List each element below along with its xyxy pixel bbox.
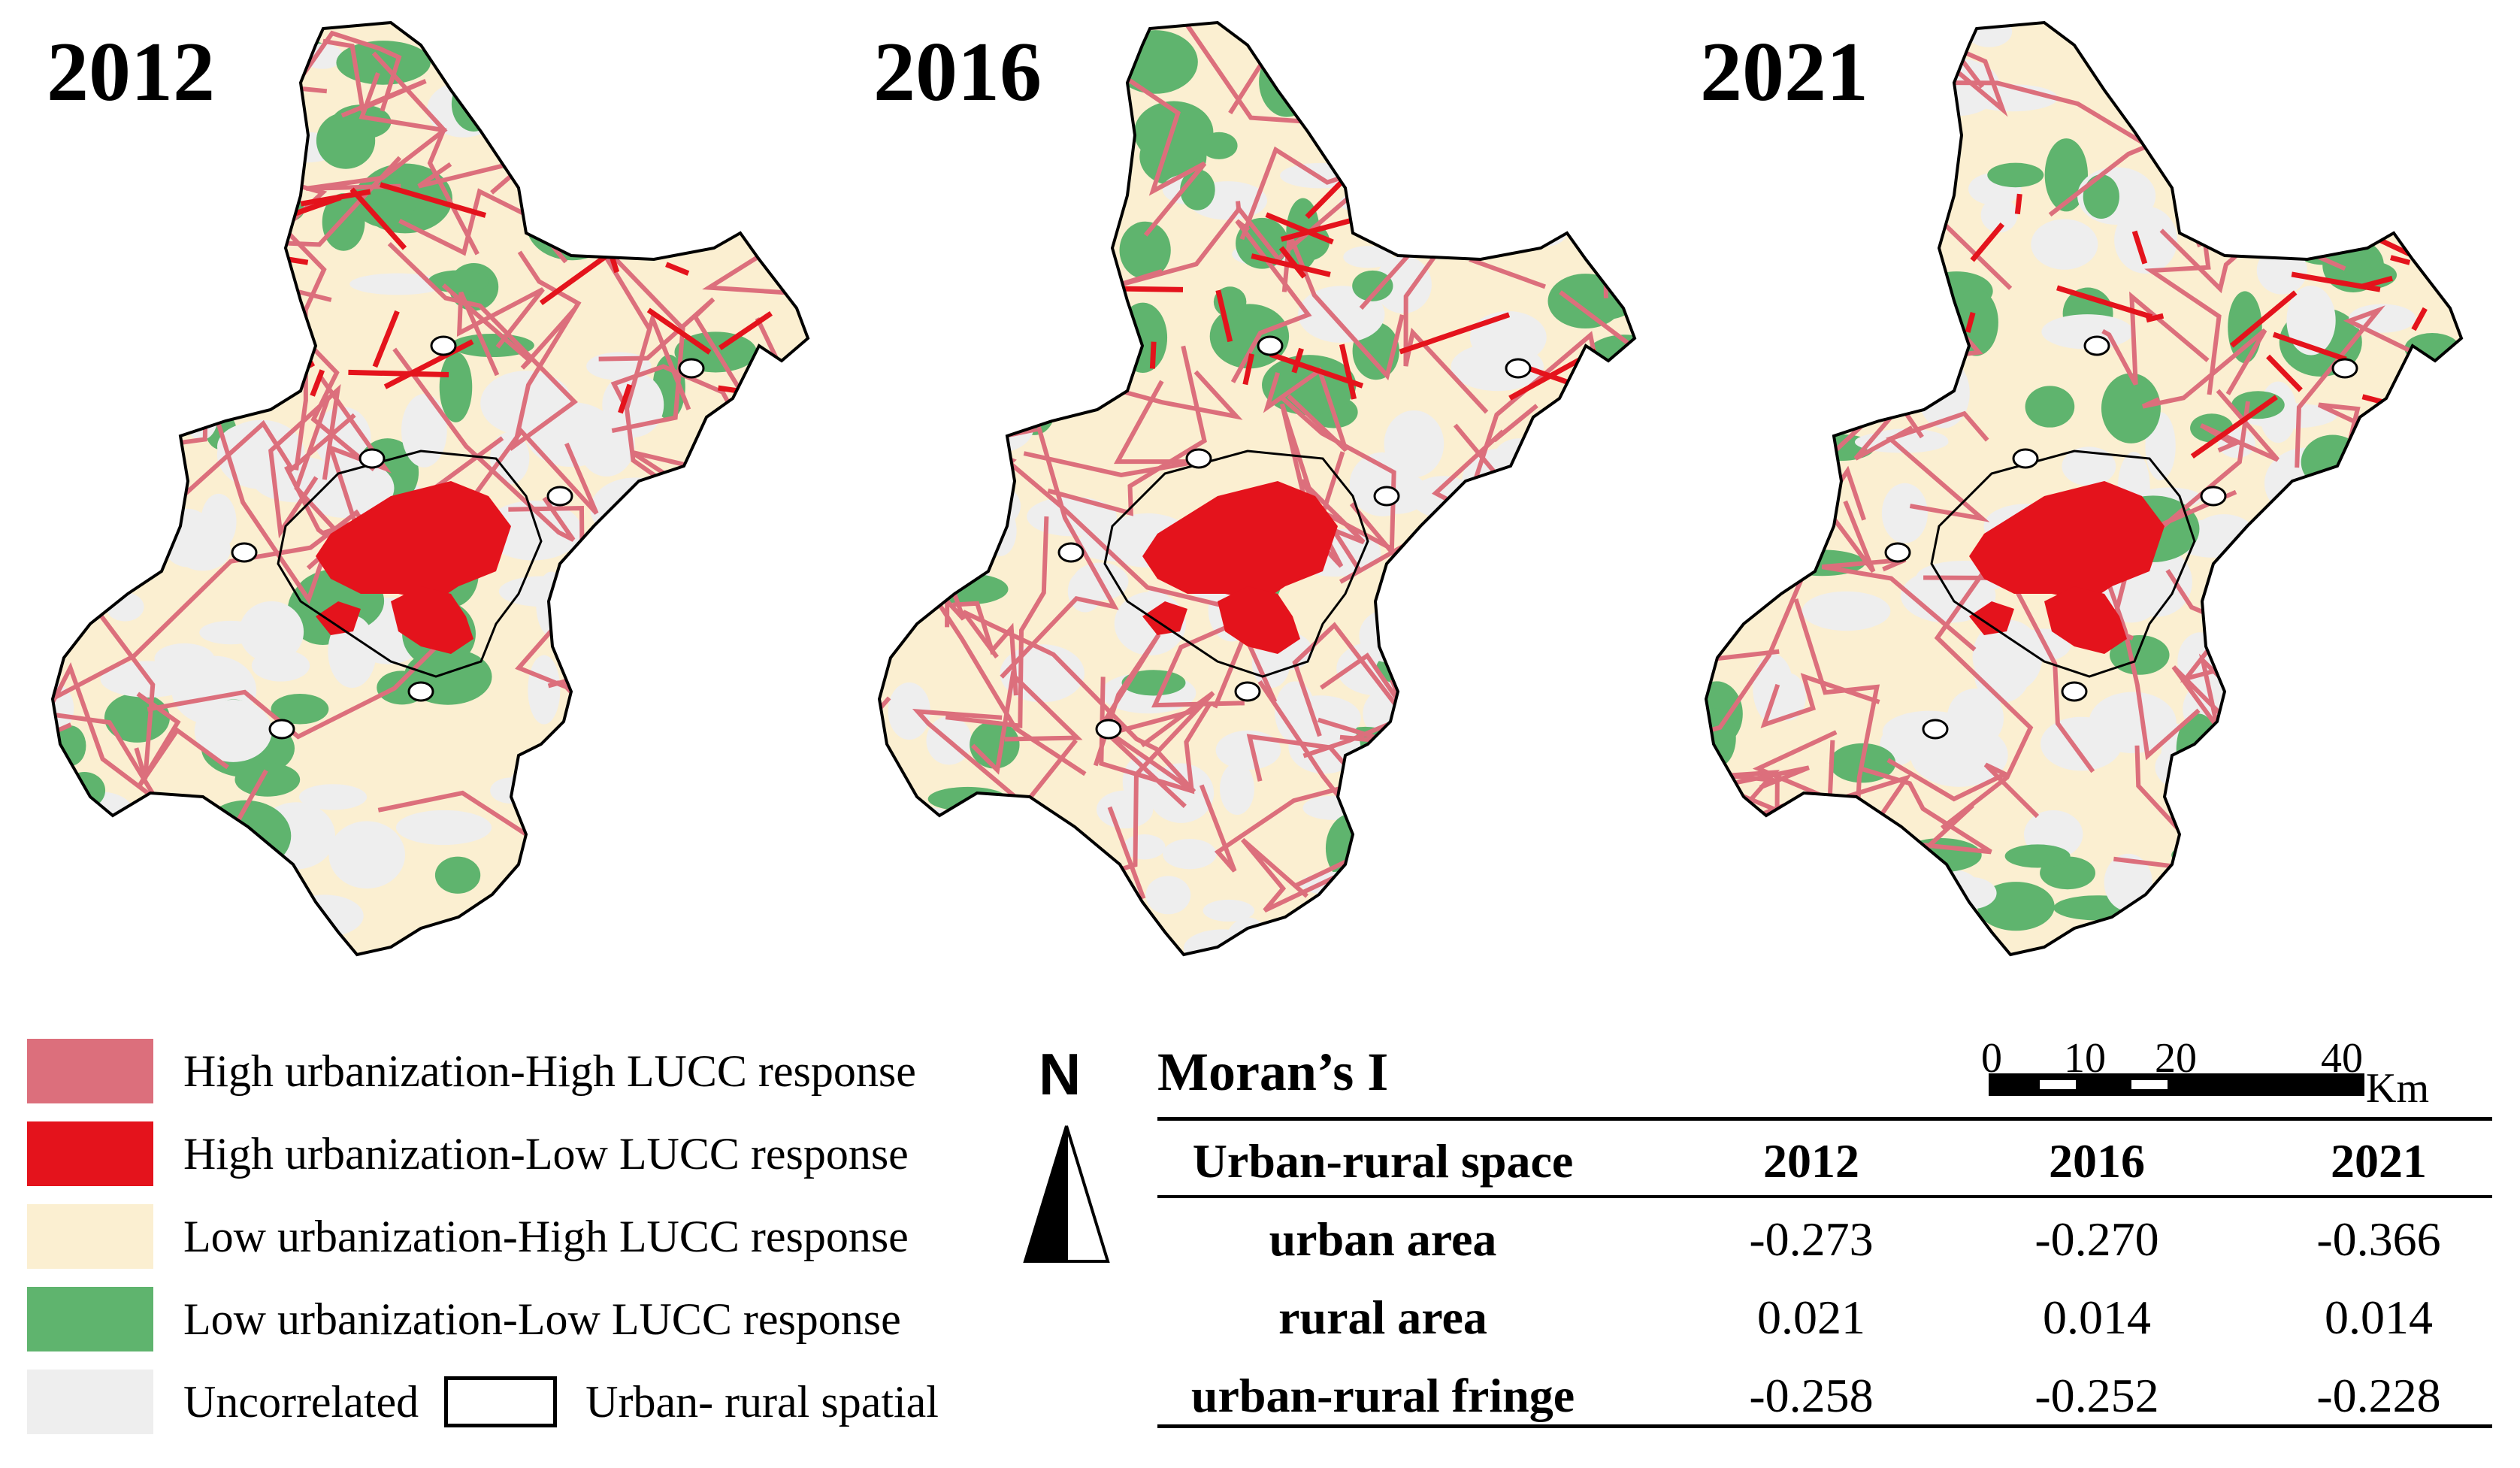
map-legend: High urbanization-High LUCC response Hig… [27, 1037, 1027, 1458]
table-cell: -0.258 [1749, 1369, 1874, 1422]
map-year-2012: 2012 [47, 26, 215, 119]
legend-label: Low urbanization-Low LUCC response [183, 1294, 901, 1344]
legend-label: High urbanization-High LUCC response [183, 1046, 916, 1096]
legend-swatch [27, 1121, 153, 1186]
legend-swatch [27, 1039, 153, 1103]
north-arrow-icon: N [1018, 1041, 1115, 1269]
table-cell: 0.014 [2043, 1291, 2151, 1344]
scale-bar-graphic [1989, 1073, 2364, 1096]
legend-label-spatial: Urban- rural spatial [585, 1376, 939, 1427]
table-cell: 0.014 [2325, 1291, 2433, 1344]
table-cell: 0.021 [1757, 1291, 1865, 1344]
table-cell: -0.252 [2034, 1369, 2159, 1422]
table-cell: -0.366 [2316, 1212, 2441, 1266]
scale-unit: Km [2366, 1065, 2429, 1112]
legend-item-uncorrelated: Uncorrelated Urban- rural spatial [27, 1368, 939, 1436]
map-2021 [1704, 20, 2464, 957]
moran-table: Moran’s I 0 10 20 40 Km Urban-rural spac… [1157, 1035, 2495, 1458]
scale-bar: 0 10 20 40 Km [1981, 1035, 2440, 1120]
map-year-2016: 2016 [873, 26, 1042, 119]
legend-swatch [27, 1287, 153, 1351]
table-top-rule [1157, 1117, 2492, 1121]
north-arrow-shape [1023, 1125, 1110, 1263]
table-row-label: urban-rural fringe [1190, 1369, 1575, 1422]
map-panel-2016: 2016 [827, 0, 1653, 977]
table-header-2012: 2012 [1763, 1134, 1859, 1188]
legend-swatch [27, 1370, 153, 1434]
legend-swatch [27, 1204, 153, 1269]
urban-rural-boundary-swatch [444, 1376, 558, 1427]
map-year-2021: 2021 [1700, 26, 1868, 119]
table-row-label: urban area [1269, 1212, 1497, 1266]
map-panel-2021: 2021 [1653, 0, 2480, 977]
legend-item-low-high: Low urbanization-High LUCC response [27, 1203, 909, 1270]
legend-label: High urbanization-Low LUCC response [183, 1128, 909, 1179]
table-header-2021: 2021 [2331, 1134, 2427, 1188]
table-bottom-rule [1157, 1424, 2492, 1428]
table-header-2016: 2016 [2049, 1134, 2145, 1188]
table-cell: -0.270 [2034, 1212, 2159, 1266]
map-2012 [50, 20, 810, 957]
north-letter: N [1039, 1041, 1082, 1107]
legend-label-uncorrelated: Uncorrelated [183, 1376, 419, 1427]
moran-title: Moran’s I [1157, 1042, 1389, 1102]
map-2016 [877, 20, 1637, 957]
table-cell: -0.273 [1749, 1212, 1874, 1266]
table-row-label: rural area [1278, 1291, 1487, 1344]
legend-item-high-high: High urbanization-High LUCC response [27, 1037, 916, 1105]
legend-item-low-low: Low urbanization-Low LUCC response [27, 1285, 901, 1353]
table-header-space: Urban-rural space [1192, 1134, 1574, 1188]
map-panel-2012: 2012 [0, 0, 827, 977]
table-cell: -0.228 [2316, 1369, 2441, 1422]
legend-item-high-low: High urbanization-Low LUCC response [27, 1120, 909, 1188]
legend-label: Low urbanization-High LUCC response [183, 1211, 909, 1261]
table-header-rule [1157, 1195, 2492, 1198]
